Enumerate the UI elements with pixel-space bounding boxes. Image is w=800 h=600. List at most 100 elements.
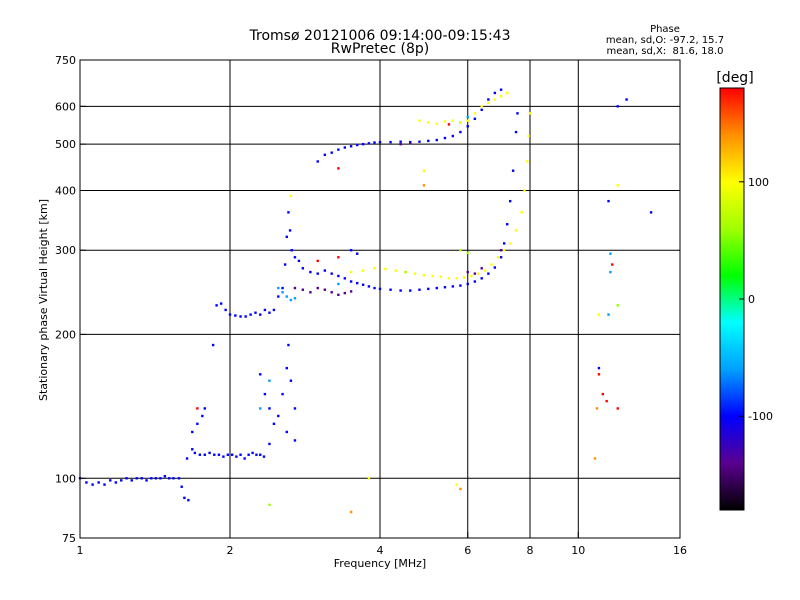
data-point xyxy=(255,453,258,456)
data-point xyxy=(285,235,288,239)
data-point xyxy=(378,140,382,144)
y-tick-label: 400 xyxy=(55,184,76,197)
data-point xyxy=(268,442,271,446)
data-point xyxy=(288,229,292,232)
x-tick-label: 16 xyxy=(673,544,687,557)
data-point xyxy=(609,252,612,255)
data-point xyxy=(422,184,426,187)
data-point xyxy=(263,392,267,396)
data-point xyxy=(616,105,619,108)
data-point xyxy=(528,112,532,115)
data-point xyxy=(459,284,462,287)
data-point xyxy=(459,487,462,491)
y-axis-label: Stationary phase Virtual Height [km] xyxy=(37,199,50,401)
data-point xyxy=(183,496,186,500)
data-point xyxy=(462,276,466,279)
data-point xyxy=(262,455,266,458)
data-point xyxy=(281,286,284,290)
data-point xyxy=(601,392,605,396)
data-point xyxy=(145,479,148,482)
y-tick-label: 100 xyxy=(55,472,76,485)
data-point xyxy=(447,277,451,280)
data-point xyxy=(496,256,500,259)
data-point xyxy=(466,282,469,286)
data-point xyxy=(477,272,480,275)
data-point xyxy=(399,142,402,146)
data-point xyxy=(349,249,353,252)
data-point xyxy=(466,115,469,119)
data-point xyxy=(259,313,262,316)
data-point xyxy=(323,288,327,291)
data-point xyxy=(249,313,252,316)
data-point xyxy=(140,477,143,480)
data-point xyxy=(343,277,347,280)
data-point xyxy=(120,479,123,482)
data-point xyxy=(361,283,365,286)
data-point xyxy=(413,272,417,275)
data-point xyxy=(289,298,293,302)
data-point xyxy=(605,399,608,403)
data-point xyxy=(323,269,327,272)
data-point xyxy=(466,119,469,122)
data-point xyxy=(595,407,599,410)
data-point xyxy=(418,288,421,291)
data-point xyxy=(268,379,271,382)
data-point xyxy=(172,477,175,480)
data-point xyxy=(196,422,199,426)
data-point xyxy=(215,304,218,307)
data-point xyxy=(480,108,483,112)
data-point xyxy=(259,373,262,376)
data-point xyxy=(473,280,477,283)
data-point xyxy=(493,98,497,101)
data-point xyxy=(499,256,503,259)
data-point xyxy=(337,293,340,297)
grid-lines xyxy=(80,60,680,538)
data-point xyxy=(499,94,503,98)
data-point xyxy=(234,314,237,317)
data-point xyxy=(285,430,288,434)
data-point xyxy=(418,119,421,122)
data-point xyxy=(523,189,526,192)
data-point xyxy=(616,407,619,410)
x-tick-label: 4 xyxy=(377,544,384,557)
data-point xyxy=(203,453,206,456)
data-point xyxy=(198,453,202,456)
data-point xyxy=(330,291,333,294)
data-point xyxy=(268,407,271,410)
data-point xyxy=(323,153,327,157)
phase-box-line-o: mean, sd,O: -97.2, 15.7 xyxy=(606,35,724,46)
data-point xyxy=(422,273,426,277)
data-point xyxy=(473,272,477,275)
data-point xyxy=(281,291,284,294)
data-point xyxy=(293,286,297,290)
y-tick-label: 300 xyxy=(55,244,76,257)
data-point xyxy=(508,242,512,245)
data-point xyxy=(287,343,290,347)
data-point xyxy=(473,117,477,121)
data-point xyxy=(499,249,503,252)
data-point xyxy=(625,98,628,101)
data-point xyxy=(527,134,530,138)
data-point xyxy=(337,148,340,151)
data-point xyxy=(427,139,430,143)
data-point xyxy=(502,249,506,252)
data-point xyxy=(593,457,597,460)
data-point xyxy=(109,479,112,482)
chart-title: Tromsø 20121006 09:14:00-09:15:43 xyxy=(249,28,511,44)
data-point xyxy=(609,270,612,274)
data-point xyxy=(187,498,190,502)
data-point xyxy=(309,291,312,294)
data-points xyxy=(78,88,653,514)
data-point xyxy=(451,119,455,122)
data-point xyxy=(394,269,397,272)
data-point xyxy=(378,287,382,291)
data-point xyxy=(373,267,376,270)
y-tick-label: 600 xyxy=(55,100,76,113)
data-point xyxy=(277,286,280,290)
data-point xyxy=(480,267,483,270)
data-point xyxy=(470,274,473,278)
colorbar-label: [deg] xyxy=(716,70,753,86)
data-point xyxy=(418,140,421,143)
data-point xyxy=(443,120,447,123)
